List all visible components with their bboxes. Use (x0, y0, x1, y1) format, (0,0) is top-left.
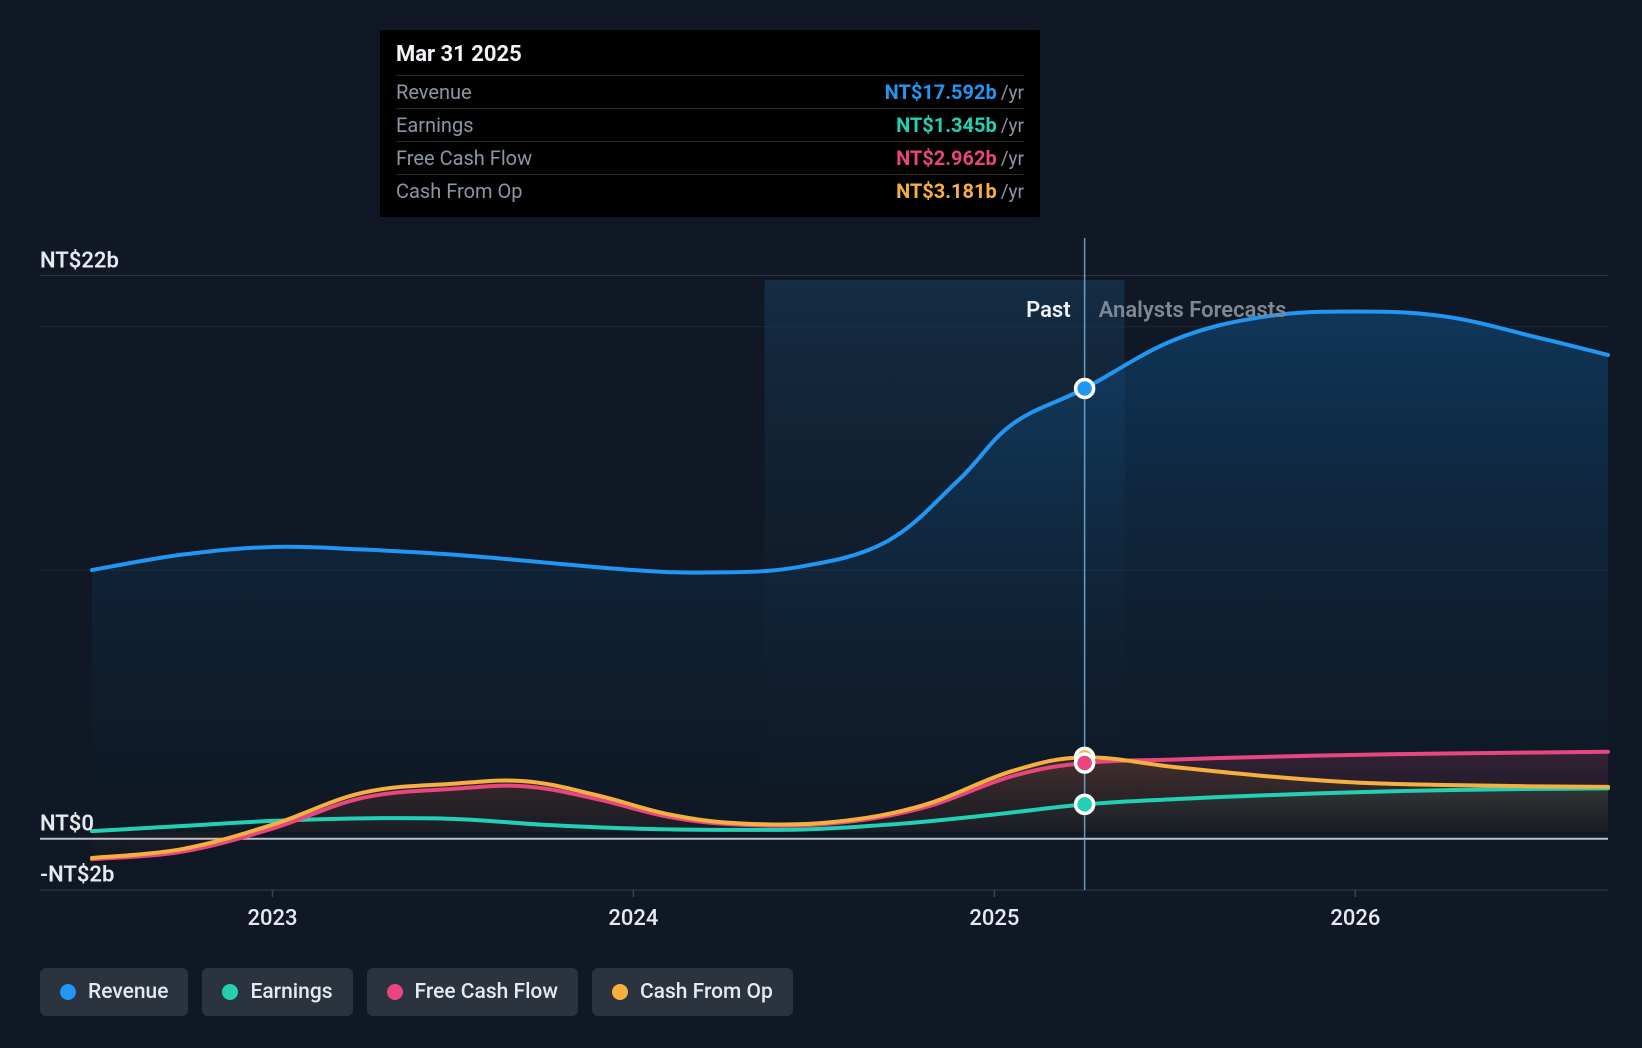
hover-tooltip: Mar 31 2025 Revenue NT$17.592b/yr Earnings N… (380, 30, 1040, 217)
legend-item-cfo[interactable]: Cash From Op (592, 968, 793, 1016)
y-tick-label: NT$22b (40, 248, 119, 273)
tooltip-row: Earnings NT$1.345b/yr (396, 108, 1024, 141)
hover-marker-fcf (1076, 754, 1094, 772)
tooltip-row: Cash From Op NT$3.181b/yr (396, 174, 1024, 207)
legend-dot-icon (612, 984, 628, 1000)
tooltip-row-label: Earnings (396, 113, 474, 137)
x-tick-label: 2025 (969, 906, 1019, 931)
y-tick-label: NT$0 (40, 811, 94, 836)
x-tick-label: 2023 (247, 906, 297, 931)
tooltip-row-label: Revenue (396, 80, 472, 104)
legend-item-earnings[interactable]: Earnings (202, 968, 352, 1016)
legend-dot-icon (222, 984, 238, 1000)
legend-item-label: Free Cash Flow (415, 980, 558, 1004)
legend-item-label: Cash From Op (640, 980, 773, 1004)
tooltip-row: Revenue NT$17.592b/yr (396, 75, 1024, 108)
legend-dot-icon (387, 984, 403, 1000)
legend-item-revenue[interactable]: Revenue (40, 968, 188, 1016)
hover-marker-revenue (1076, 379, 1094, 397)
legend: Revenue Earnings Free Cash Flow Cash From O… (40, 968, 793, 1016)
legend-item-label: Revenue (88, 980, 168, 1004)
region-label-forecast: Analysts Forecasts (1099, 298, 1287, 323)
y-tick-label: -NT$2b (40, 863, 114, 888)
tooltip-row-label: Cash From Op (396, 179, 522, 203)
x-tick-label: 2024 (608, 906, 658, 931)
hover-marker-earnings (1076, 795, 1094, 813)
legend-item-label: Earnings (250, 980, 332, 1004)
x-tick-label: 2026 (1330, 906, 1380, 931)
legend-dot-icon (60, 984, 76, 1000)
financials-chart[interactable]: NT$22b NT$0 -NT$2b 2023 2024 2025 2026 Past Anal… (0, 0, 1642, 1048)
tooltip-row-value: NT$1.345b/yr (896, 113, 1024, 137)
tooltip-row: Free Cash Flow NT$2.962b/yr (396, 141, 1024, 174)
tooltip-row-label: Free Cash Flow (396, 146, 532, 170)
region-label-past: Past (1026, 298, 1071, 323)
tooltip-row-value: NT$3.181b/yr (896, 179, 1024, 203)
tooltip-title: Mar 31 2025 (396, 42, 1024, 67)
tooltip-row-value: NT$17.592b/yr (885, 80, 1024, 104)
tooltip-row-value: NT$2.962b/yr (896, 146, 1024, 170)
legend-item-fcf[interactable]: Free Cash Flow (367, 968, 578, 1016)
